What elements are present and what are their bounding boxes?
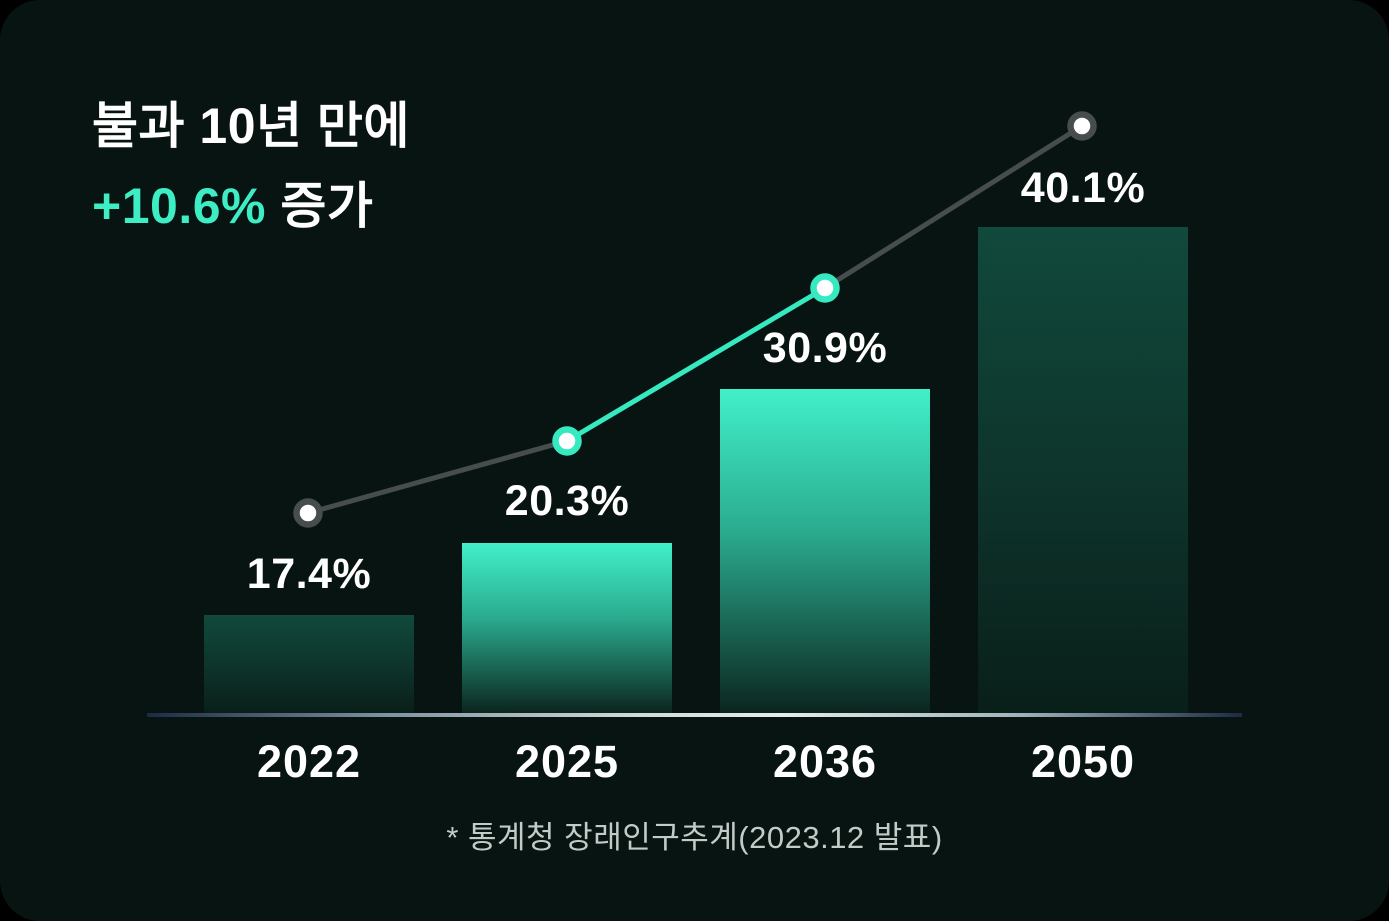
value-label-2022: 17.4% [246, 550, 372, 598]
bar-2022 [204, 615, 414, 713]
headline: 불과 10년 만에 +10.6% 증가 [92, 86, 410, 246]
value-label-2050: 40.1% [1020, 164, 1146, 212]
data-point-2050 [1067, 111, 1097, 141]
data-point-2025 [552, 426, 582, 456]
x-axis-label-2050: 2050 [1030, 736, 1136, 787]
headline-line2: +10.6% 증가 [92, 166, 410, 246]
bar-2025 [462, 543, 672, 713]
x-axis-label-2025: 2025 [514, 736, 620, 787]
headline-highlight-value: +10.6% [92, 178, 266, 234]
value-label-2036: 30.9% [762, 324, 888, 372]
headline-line2-rest: 증가 [265, 178, 374, 234]
x-axis-baseline [147, 713, 1242, 717]
source-footnote: * 통계청 장래인구추계(2023.12 발표) [446, 820, 943, 855]
data-point-2022 [293, 498, 323, 528]
bar-2036 [720, 389, 930, 713]
headline-line1: 불과 10년 만에 [92, 98, 410, 154]
value-label-2025: 20.3% [504, 477, 630, 525]
data-point-2036 [810, 273, 840, 303]
x-axis-label-2022: 2022 [256, 736, 362, 787]
x-axis-label-2036: 2036 [772, 736, 878, 787]
bar-2050 [978, 227, 1188, 713]
